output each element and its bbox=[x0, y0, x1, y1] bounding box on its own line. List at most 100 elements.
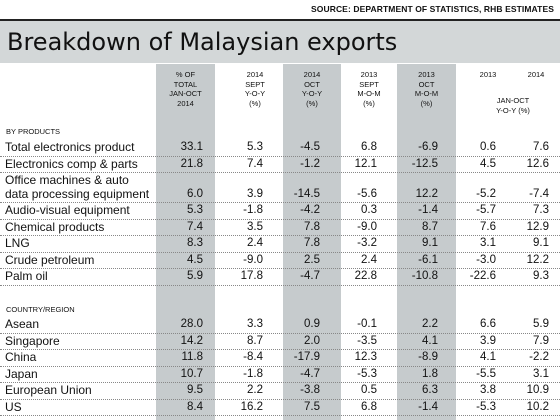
table-cell: 5.9 bbox=[187, 270, 203, 282]
table-cell: -4.7 bbox=[300, 270, 320, 282]
table-cell: -5.3 bbox=[476, 400, 496, 413]
table-row: Japan 10.7 -1.8 -4.7 -5.3 1.8 -5.5 3.1 bbox=[0, 366, 560, 383]
table-cell: 0.3 bbox=[361, 204, 377, 216]
table-cell: 10.9 bbox=[526, 384, 549, 396]
table-cell: 22.8 bbox=[354, 270, 377, 282]
table-cell: 5.3 bbox=[187, 204, 203, 216]
row-divider bbox=[0, 218, 560, 220]
table-cell: 3.1 bbox=[480, 237, 496, 249]
shade-col-oct-yoy bbox=[283, 64, 341, 420]
col-header-sept-yoy: 2014 SEPT Y-O-Y (%) bbox=[226, 70, 284, 108]
col-header-line: OCT bbox=[418, 79, 435, 89]
row-label: Total electronics product bbox=[5, 140, 135, 154]
col-header-oct-yoy: 2014 OCT Y-O-Y (%) bbox=[283, 70, 341, 108]
row-label: European Union bbox=[5, 383, 92, 397]
table-cell: 28.0 bbox=[180, 318, 203, 330]
table-cell: 5.9 bbox=[533, 318, 549, 330]
table-cell: -8.4 bbox=[243, 351, 263, 363]
table-cell: -4.2 bbox=[300, 204, 320, 216]
table-row: Office machines & auto data processing eq… bbox=[0, 172, 560, 202]
table-cell: -2.2 bbox=[529, 351, 549, 363]
table-cell: -17.9 bbox=[293, 351, 320, 363]
col-header-line: TOTAL bbox=[173, 79, 198, 89]
table-cell: 8.7 bbox=[422, 220, 438, 233]
table-cell: -1.8 bbox=[243, 367, 263, 380]
table-cell: 0.5 bbox=[361, 384, 377, 396]
table-cell: 0.6 bbox=[480, 141, 496, 153]
table-cell: 6.0 bbox=[187, 187, 203, 200]
table-cell: 9.3 bbox=[533, 270, 549, 282]
table-row: Audio-visual equipment 5.3 -1.8 -4.2 0.3 -1.4… bbox=[0, 202, 560, 219]
table-cell: -1.4 bbox=[418, 400, 438, 413]
row-divider bbox=[0, 172, 560, 173]
col-header-line: JAN-OCT bbox=[169, 89, 202, 99]
table-cell: 7.8 bbox=[304, 237, 320, 249]
row-divider bbox=[0, 349, 560, 350]
row-divider bbox=[0, 268, 560, 269]
row-label: Office machines & auto bbox=[5, 173, 129, 187]
table-cell: -1.2 bbox=[300, 157, 320, 170]
row-label: Japan bbox=[5, 366, 38, 381]
table-cell: 7.6 bbox=[533, 141, 549, 153]
table-cell: 6.3 bbox=[422, 384, 438, 396]
table-cell: 6.8 bbox=[361, 400, 377, 413]
table-cell: 9.1 bbox=[422, 237, 438, 249]
table-row: Chemical products 7.4 3.5 7.8 -9.0 8.7 7.6 12.9 bbox=[0, 219, 560, 236]
table-cell: 10.7 bbox=[180, 367, 203, 380]
table-cell: 8.7 bbox=[247, 334, 263, 347]
row-label: Chemical products bbox=[5, 219, 105, 234]
table-cell: -14.5 bbox=[293, 187, 320, 200]
col-header-year-2014: 2014 bbox=[527, 70, 545, 79]
col-header-line: Y-O-Y bbox=[301, 89, 323, 99]
row-divider bbox=[0, 332, 560, 334]
row-label: Asean bbox=[5, 317, 40, 331]
table-cell: 16.2 bbox=[240, 400, 263, 413]
table-cell: 2.5 bbox=[304, 253, 320, 266]
table-cell: -3.8 bbox=[300, 384, 320, 396]
table-cell: -4.7 bbox=[300, 367, 320, 380]
table-cell: 6.8 bbox=[361, 141, 377, 153]
col-header-line: M-O-M bbox=[357, 89, 381, 99]
table-cell: 3.9 bbox=[247, 187, 263, 200]
table-cell: 14.2 bbox=[180, 334, 203, 347]
table-cell: 10.2 bbox=[526, 400, 549, 413]
row-label: China bbox=[5, 350, 37, 364]
table-row: Asean 28.0 3.3 0.9 -0.1 2.2 6.6 5.9 bbox=[0, 316, 560, 333]
col-header-line: (%) bbox=[306, 98, 318, 108]
row-label: Palm oil bbox=[5, 269, 48, 283]
row-label: Crude petroleum bbox=[5, 252, 95, 267]
col-header-line: Y-O-Y bbox=[244, 89, 266, 99]
table-row: Singapore 14.2 8.7 2.0 -3.5 4.1 3.9 7.9 bbox=[0, 333, 560, 350]
table-cell: -5.5 bbox=[476, 367, 496, 380]
row-divider bbox=[0, 398, 560, 400]
row-divider bbox=[0, 284, 560, 286]
table-cell: 6.6 bbox=[480, 318, 496, 330]
col-header-line: SEPT bbox=[359, 79, 379, 89]
table-cell: -5.2 bbox=[476, 187, 496, 200]
table-cell: 7.5 bbox=[304, 400, 320, 413]
col-header-line: 2014 bbox=[177, 98, 194, 108]
table-cell: -5.3 bbox=[357, 367, 377, 380]
col-header-year-2013: 2013 bbox=[479, 70, 497, 79]
table-cell: 4.5 bbox=[480, 157, 496, 170]
row-label: Electronics comp & parts bbox=[5, 156, 138, 171]
col-header-jan-oct: JAN-OCT bbox=[496, 96, 530, 105]
section-label-products: BY PRODUCTS bbox=[6, 127, 61, 136]
row-divider bbox=[0, 235, 560, 236]
col-header-oct-mom: 2013 OCT M-O-M (%) bbox=[397, 70, 456, 108]
table-cell: -9.0 bbox=[243, 253, 263, 266]
col-header-line: (%) bbox=[363, 98, 375, 108]
table-cell: 7.4 bbox=[187, 220, 203, 233]
table-row: Crude petroleum 4.5 -9.0 2.5 2.4 -6.1 -3.0 12.2 bbox=[0, 252, 560, 269]
table-cell: 5.3 bbox=[247, 141, 263, 153]
table-cell: -6.9 bbox=[418, 141, 438, 153]
table-cell: 2.4 bbox=[247, 237, 263, 249]
table-cell: 3.1 bbox=[533, 367, 549, 380]
row-label: Singapore bbox=[5, 333, 60, 348]
table-cell: 2.2 bbox=[247, 384, 263, 396]
table-cell: 21.8 bbox=[180, 157, 203, 170]
table-row: European Union 9.5 2.2 -3.8 0.5 6.3 3.8 10.9 bbox=[0, 382, 560, 399]
row-label-continued: data processing equipment bbox=[5, 186, 150, 201]
table-row: LNG 8.3 2.4 7.8 -3.2 9.1 3.1 9.1 bbox=[0, 235, 560, 252]
row-divider bbox=[0, 155, 560, 157]
